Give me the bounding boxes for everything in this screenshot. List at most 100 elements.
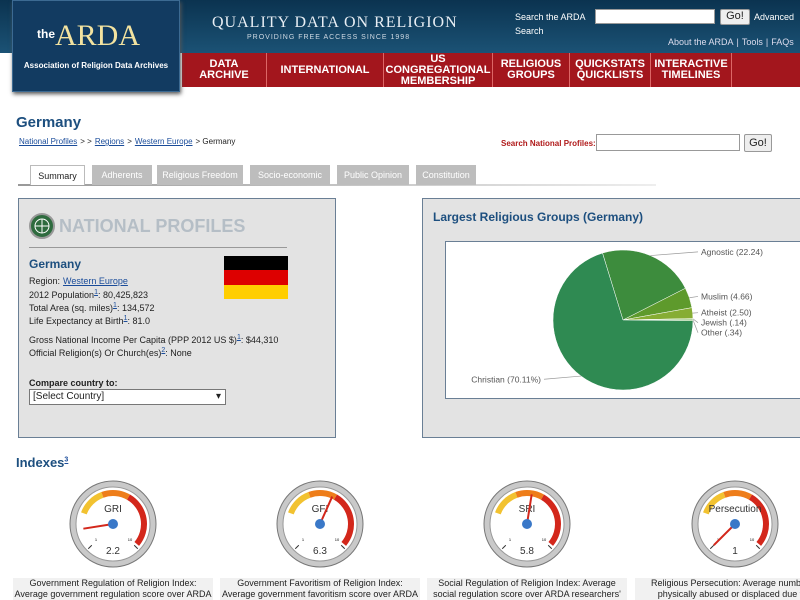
header-link[interactable]: About the ARDA — [668, 37, 734, 47]
page-title: Germany — [16, 114, 82, 131]
tab[interactable]: Summary — [30, 165, 85, 185]
gauges: 1 10 GRI 2.2 1 10 GFI 6.3 1 10 SRI 5.8 1 10 Persecutio… — [69, 480, 779, 568]
gauge-tick-label: 10 — [128, 537, 133, 542]
caption-line: Religious Persecution: Average number of — [651, 578, 800, 588]
gauge-hub — [108, 519, 118, 529]
gauge-name: GRI — [104, 504, 122, 515]
leader-line — [692, 318, 699, 323]
globe-icon — [29, 213, 55, 239]
header-link[interactable]: FAQs — [771, 37, 794, 47]
nav-item[interactable]: RELIGIOUS GROUPS — [493, 53, 570, 87]
profile-row: 2012 Population1: 80,425,823 — [29, 289, 148, 300]
gauge-value: 6.3 — [313, 546, 327, 557]
gauge-band — [723, 490, 752, 500]
row-label: Life Expectancy at Birth — [29, 316, 124, 326]
row-label: Gross National Income Per Capita (PPP 20… — [29, 335, 237, 345]
profile-row: Total Area (sq. miles)1: 134,572 — [29, 302, 154, 313]
pie-chart: Agnostic (22.24) Muslim (4.66) Atheist (2.… — [445, 241, 800, 399]
leader-line — [543, 375, 582, 380]
np-search-label: Search National Profiles: — [501, 139, 596, 148]
search-word[interactable]: Search — [515, 26, 544, 36]
gauge-band — [126, 494, 147, 546]
indexes-title: Indexes3 — [16, 455, 68, 470]
gauge-band — [333, 494, 354, 546]
gauge-caption: Religious Persecution: Average number of… — [635, 578, 800, 600]
profile-panel: NATIONAL PROFILES Germany Region: Western… — [18, 198, 336, 438]
nav-item[interactable]: INTERACTIVE TIMELINES — [651, 53, 732, 87]
nav-text: INTERACTIVE — [654, 58, 728, 70]
logo[interactable]: the ARDA Association of Religion Data Ar… — [12, 0, 180, 92]
gauge-hub — [522, 519, 532, 529]
nav-item[interactable]: US CONGREGATIONAL MEMBERSHIP — [384, 53, 493, 87]
flag-stripe — [224, 285, 288, 299]
gauge-tick-label: 10 — [335, 537, 340, 542]
tab[interactable]: Adherents — [92, 165, 152, 185]
gauge-tick-label: 1 — [95, 537, 98, 542]
go-button[interactable]: Go! — [720, 9, 750, 25]
profile-row: Region: Western Europe — [29, 276, 128, 286]
country-select[interactable]: [Select Country] ▾ — [29, 389, 226, 405]
caption-line: physically abused or displaced due to t — [657, 589, 800, 599]
gauge-tick — [133, 544, 139, 550]
gauge-tick — [501, 544, 507, 550]
logo-sub: Association of Religion Data Archives — [23, 61, 169, 70]
pie-slice — [602, 249, 686, 321]
crumb[interactable]: National Profiles — [19, 137, 78, 146]
region-link[interactable]: Western Europe — [63, 276, 128, 286]
nav-bar: DATA ARCHIVE INTERNATIONAL US CONGREGATIONA… — [182, 53, 800, 87]
row-label: 2012 Population — [29, 290, 95, 300]
search-input[interactable] — [595, 9, 715, 24]
chart-panel: Largest Religious Groups (Germany) Agnos… — [422, 198, 800, 438]
footnote-ref[interactable]: 1 — [113, 302, 117, 309]
footnote-ref[interactable]: 3 — [64, 456, 69, 464]
footnote-ref[interactable]: 2 — [161, 347, 166, 354]
gauge-band — [748, 494, 769, 546]
slice-label: Other (.34) — [701, 328, 742, 338]
header-links: About the ARDA | Tools | FAQs — [668, 37, 794, 47]
footnote-ref[interactable]: 1 — [94, 289, 98, 296]
chart-title: Largest Religious Groups (Germany) — [433, 210, 644, 224]
nav-text: QUICKLISTS — [576, 69, 644, 81]
gauge-band — [703, 492, 726, 515]
gauge-needle — [319, 496, 334, 525]
gauge-name: Persecution — [709, 504, 762, 515]
row-value: : 80,425,823 — [97, 290, 149, 300]
gauge-band — [288, 492, 311, 515]
footnote-ref[interactable]: 1 — [123, 315, 128, 322]
gauge-tick — [755, 544, 761, 550]
gauge-tick-label: 10 — [542, 537, 547, 542]
np-search-input[interactable] — [596, 134, 740, 151]
tab[interactable]: Socio-economic — [250, 165, 330, 185]
tab[interactable]: Religious Freedom — [157, 165, 243, 185]
caption-line: Average government regulation score over… — [14, 589, 212, 599]
nav-item[interactable]: QUICKSTATS QUICKLISTS — [570, 53, 651, 87]
search-label: Search the ARDA — [515, 12, 586, 22]
gauge-tick — [87, 544, 93, 550]
gauge-band — [308, 490, 337, 500]
gauge-value: 2.2 — [106, 546, 120, 557]
row-label: Region: — [29, 276, 61, 286]
crumb[interactable]: Regions — [94, 137, 125, 146]
logo-the: the — [37, 27, 55, 41]
tab[interactable]: Public Opinion — [337, 165, 409, 185]
nav-item[interactable]: DATA ARCHIVE — [182, 53, 267, 87]
np-go-button[interactable]: Go! — [744, 134, 772, 152]
gauge-band — [101, 490, 130, 500]
gauge-caption: Government Regulation of Religion Index:… — [13, 578, 213, 600]
footnote-ref[interactable]: 1 — [236, 334, 241, 341]
gauge-caption: Social Regulation of Religion Index: Ave… — [427, 578, 627, 600]
nav-text: ARCHIVE — [199, 69, 249, 81]
header-link[interactable]: Tools — [741, 37, 763, 47]
tab[interactable]: Constitution — [416, 165, 476, 185]
gauge-band — [540, 494, 561, 546]
crumb[interactable]: Western Europe — [134, 137, 193, 146]
nav-text: MEMBERSHIP — [400, 74, 476, 87]
gauge-tick — [547, 544, 553, 550]
caption-line: Government Regulation of Religion Index: — [29, 578, 197, 588]
banner-rule — [29, 247, 287, 248]
nav-item[interactable]: INTERNATIONAL — [267, 53, 384, 87]
tab-rule — [18, 184, 656, 186]
indexes-text: Indexes — [16, 455, 65, 470]
advanced-link[interactable]: Advanced — [754, 12, 795, 22]
crumb-sep: > — [127, 137, 132, 146]
